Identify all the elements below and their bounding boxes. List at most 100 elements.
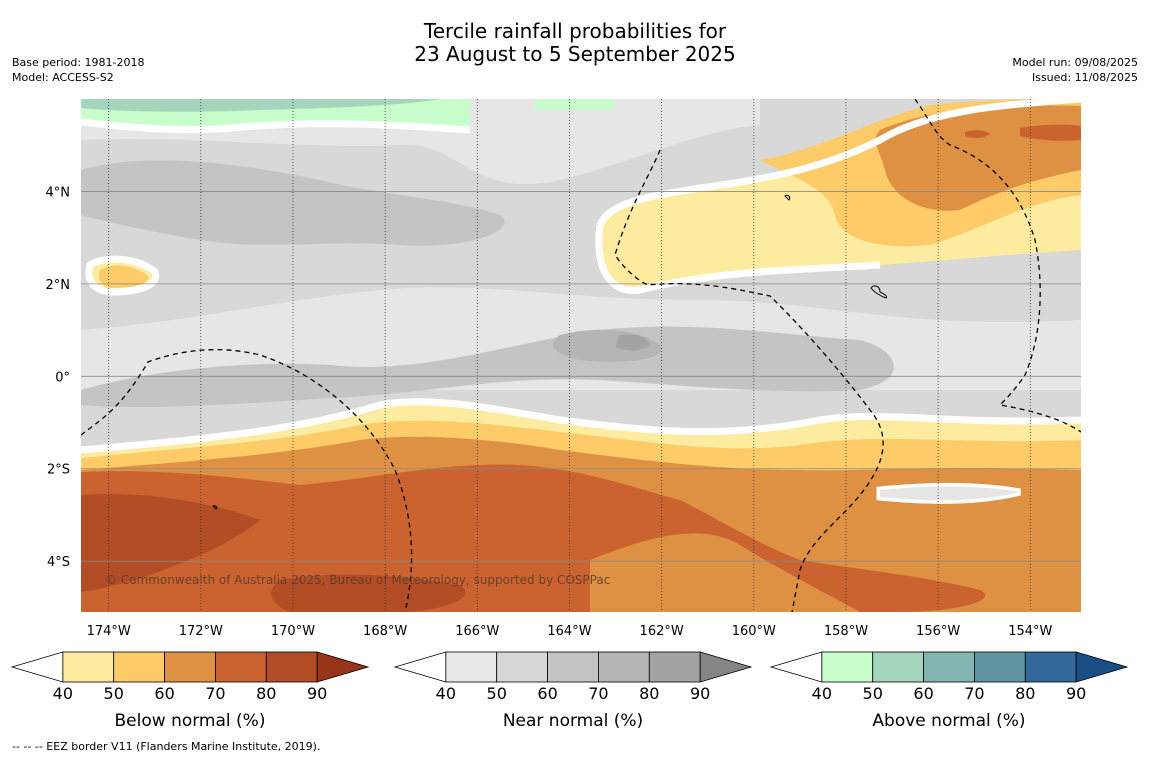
colorbar-low-extension — [393, 651, 447, 683]
colorbar-swatch — [1024, 651, 1077, 683]
colorbar-tick-label: 80 — [256, 684, 276, 703]
model-run: Model run: 09/08/2025 — [1012, 56, 1138, 69]
colorbar-tick-label: 90 — [690, 684, 710, 703]
colorbar-tick-label: 40 — [436, 684, 456, 703]
colorbar-low-extension — [10, 651, 64, 683]
longitude-tick-label: 164°W — [547, 624, 591, 639]
island-outline — [870, 285, 887, 299]
meta-left: Base period: 1981-2018 Model: ACCESS-S2 — [12, 55, 144, 85]
below-normal-60-area — [590, 533, 860, 612]
white-contour-line — [81, 398, 1081, 454]
longitude-labels: 174°W 172°W 170°W 168°W 166°W 164°W 162°W 160°W… — [87, 624, 1053, 639]
latitude-tick-label: 0° — [55, 370, 70, 385]
colorbar-tick-label: 70 — [964, 684, 984, 703]
white-contour-line — [596, 99, 1081, 227]
longitude-tick-label: 174°W — [87, 624, 131, 639]
colorbar-tick-label: 70 — [205, 684, 225, 703]
colorbar-title: Below normal (%) — [115, 711, 266, 731]
colorbar: 40 50 60 70 80 90 Above normal (%) — [769, 651, 1129, 731]
meta-right: Model run: 09/08/2025 Issued: 11/08/2025 — [1012, 55, 1138, 85]
longitude-tick-label: 158°W — [824, 624, 868, 639]
colorbar-tick-label: 70 — [588, 684, 608, 703]
colorbar-swatch — [496, 651, 548, 683]
map-title: Tercile rainfall probabilities for 23 Au… — [0, 20, 1150, 66]
colorbar-title: Near normal (%) — [503, 711, 643, 731]
longitude-tick-label: 154°W — [1008, 624, 1052, 639]
footnote-eez: -- -- -- EEZ border V11 (Flanders Marine… — [12, 740, 321, 753]
near-normal-40-area — [880, 486, 1020, 501]
white-contour-line — [595, 224, 881, 294]
colorbar-high-extension — [699, 651, 753, 683]
longitude-tick-label: 156°W — [916, 624, 960, 639]
colorbar-tick-label: 50 — [487, 684, 507, 703]
below-normal-50-area — [98, 265, 149, 288]
colorbar-tick-label: 90 — [307, 684, 327, 703]
colorbar: 40 50 60 70 80 90 Near normal (%) — [393, 651, 753, 731]
copyright-notice: © Commonwealth of Australia 2025, Bureau… — [105, 573, 610, 587]
title-line-1: Tercile rainfall probabilities for — [423, 19, 727, 43]
longitude-tick-label: 170°W — [271, 624, 315, 639]
colorbar-tick-label: 90 — [1066, 684, 1086, 703]
eez-border — [614, 149, 884, 612]
longitude-tick-label: 162°W — [640, 624, 684, 639]
latitude-tick-label: 4°N — [46, 185, 71, 200]
map-area: © Commonwealth of Australia 2025, Bureau… — [81, 99, 1081, 612]
above-normal-50-area — [81, 99, 440, 112]
base-period: Base period: 1981-2018 — [12, 56, 145, 69]
below-normal-70-area — [1020, 124, 1081, 141]
island-outline — [212, 505, 218, 510]
longitude-tick-label: 166°W — [455, 624, 499, 639]
latitude-tick-label: 2°S — [47, 463, 70, 478]
colorbar-swatch — [821, 651, 874, 683]
colorbar-legends: 40 50 60 70 80 90 Below normal (%) 40 50 60 70 80 90… — [10, 651, 1129, 731]
latitude-tick-label: 4°S — [47, 555, 70, 570]
near-normal-60-area — [81, 326, 894, 408]
below-normal-70-area — [965, 130, 990, 139]
longitude-tick-label: 160°W — [732, 624, 776, 639]
colorbar-swatch — [923, 651, 975, 683]
colorbar-swatch — [547, 651, 599, 683]
above-normal-40-area — [535, 99, 615, 110]
colorbar-swatch — [164, 651, 216, 683]
near-normal-80-area — [616, 334, 650, 351]
colorbar-tick-label: 60 — [537, 684, 557, 703]
eez-border — [914, 99, 1081, 433]
colorbar-low-extension — [769, 651, 823, 683]
longitude-tick-label: 168°W — [363, 624, 407, 639]
colorbar: 40 50 60 70 80 90 Below normal (%) — [10, 651, 370, 731]
colorbar-swatch — [265, 651, 318, 683]
colorbar-tick-label: 40 — [812, 684, 832, 703]
colorbar-swatch — [215, 651, 267, 683]
colorbar-swatch — [598, 651, 650, 683]
colorbar-tick-label: 80 — [1015, 684, 1035, 703]
model-name: Model: ACCESS-S2 — [12, 71, 114, 84]
colorbar-swatch — [62, 651, 115, 683]
colorbar-tick-label: 60 — [154, 684, 174, 703]
colorbar-swatch — [872, 651, 924, 683]
colorbar-swatch — [113, 651, 165, 683]
island-outline — [784, 194, 791, 201]
colorbar-title: Above normal (%) — [872, 711, 1025, 731]
white-contour-line — [81, 118, 471, 134]
latitude-labels: 4°N 2°N 0° 2°S 4°S — [46, 185, 71, 570]
latitude-tick-label: 2°N — [46, 278, 71, 293]
colorbar-tick-label: 40 — [53, 684, 73, 703]
graticule — [81, 99, 1081, 612]
colorbar-high-extension — [1075, 651, 1129, 683]
colorbar-tick-label: 80 — [639, 684, 659, 703]
colorbar-swatch — [648, 651, 701, 683]
colorbar-tick-label: 50 — [863, 684, 883, 703]
colorbar-high-extension — [316, 651, 370, 683]
eez-border — [81, 349, 413, 612]
colorbar-tick-label: 50 — [104, 684, 124, 703]
colorbar-swatch — [445, 651, 498, 683]
below-normal-80-area — [81, 494, 260, 592]
near-normal-60-area — [81, 160, 505, 246]
issued-date: Issued: 11/08/2025 — [1031, 71, 1138, 84]
colorbar-swatch — [974, 651, 1026, 683]
colorbar-tick-label: 60 — [913, 684, 933, 703]
longitude-tick-label: 172°W — [179, 624, 223, 639]
title-line-2: 23 August to 5 September 2025 — [414, 42, 736, 66]
below-normal-80-area — [271, 574, 466, 612]
